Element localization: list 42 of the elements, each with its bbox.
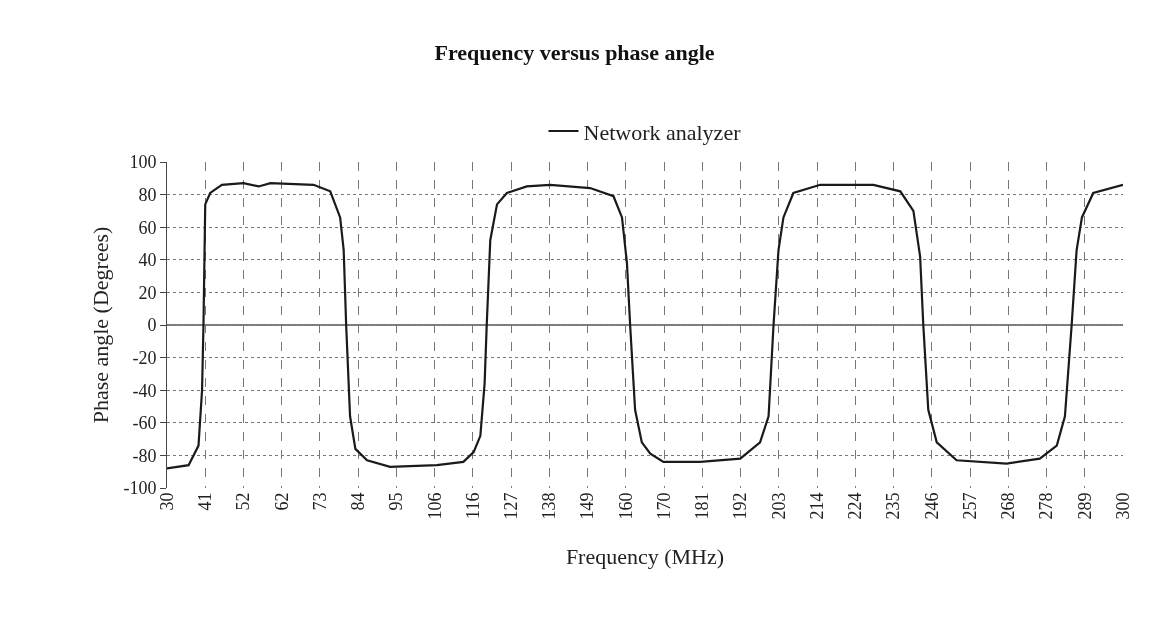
- x-tick-label: 73: [309, 492, 330, 511]
- x-tick-label: 106: [424, 492, 445, 520]
- x-tick-label: 84: [348, 492, 369, 511]
- x-tick-label: 203: [768, 492, 789, 520]
- y-tick-label: 0: [147, 315, 157, 336]
- x-tick-label: 192: [730, 492, 751, 520]
- x-tick-label: 289: [1074, 492, 1095, 520]
- x-tick-label: 30: [156, 492, 177, 511]
- x-tick-label: 181: [692, 492, 713, 520]
- x-tick-label: 138: [539, 492, 560, 520]
- x-tick-label: 149: [577, 492, 598, 520]
- chart-title: Frequency versus phase angle: [434, 39, 715, 65]
- x-tick-label: 52: [233, 492, 254, 511]
- y-axis-title: Phase angle (Degrees): [88, 226, 114, 424]
- x-tick-label: 214: [806, 492, 827, 520]
- legend-label: Network analyzer: [583, 119, 742, 145]
- y-tick-label: -100: [123, 478, 157, 499]
- x-tick-label: 116: [462, 492, 483, 519]
- x-tick-label: 268: [998, 492, 1019, 520]
- y-tick-label: -80: [132, 445, 157, 466]
- y-tick-label: 100: [129, 152, 157, 173]
- x-tick-label: 160: [615, 492, 636, 520]
- x-tick-label: 235: [883, 492, 904, 520]
- x-tick-label: 127: [501, 492, 522, 520]
- x-tick-label: 300: [1112, 492, 1133, 520]
- y-tick-label: 20: [138, 282, 157, 303]
- x-axis-title: Frequency (MHz): [565, 544, 725, 570]
- x-tick-label: 62: [271, 492, 292, 511]
- x-tick-label: 278: [1036, 492, 1057, 520]
- y-tick-label: 40: [138, 250, 157, 271]
- y-tick-label: -20: [132, 347, 157, 368]
- line-series: [167, 182, 1123, 470]
- x-tick-label: 246: [921, 492, 942, 520]
- x-tick-label: 95: [386, 492, 407, 511]
- y-tick-label: 80: [138, 184, 157, 205]
- x-tick-label: 170: [653, 492, 674, 520]
- x-tick-label: 257: [959, 492, 980, 520]
- x-tick-label: 41: [195, 492, 216, 511]
- y-tick-label: -40: [132, 380, 157, 401]
- x-tick-label: 224: [845, 492, 866, 520]
- y-tick-label: 60: [138, 217, 157, 238]
- y-tick-label: -60: [132, 413, 157, 434]
